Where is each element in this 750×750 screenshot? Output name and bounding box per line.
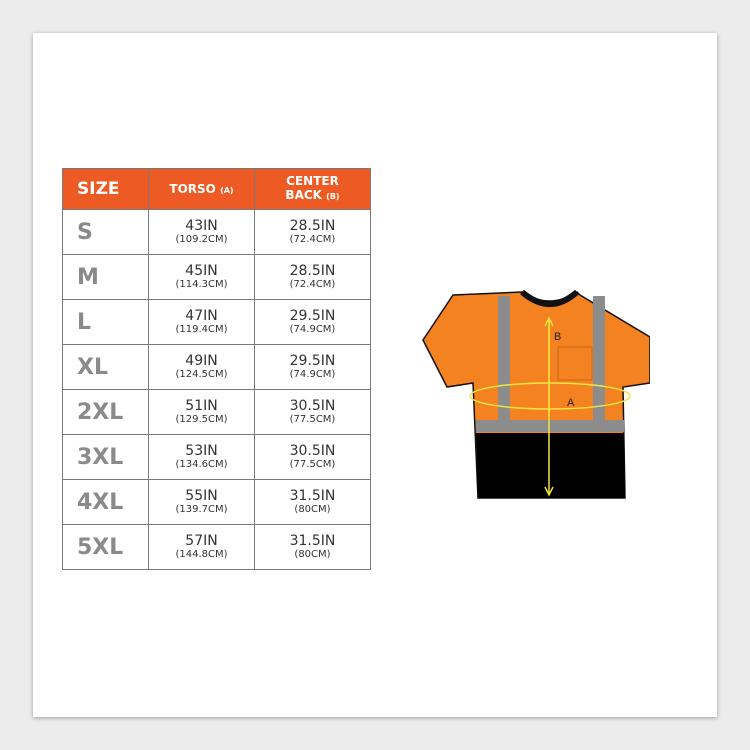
table-row: 5XL 57IN (144.8CM) 31.5IN (80CM) <box>62 524 371 570</box>
center-back-cell: 28.5IN (72.4CM) <box>254 209 371 255</box>
torso-in: 45IN <box>185 262 218 279</box>
torso-cm: (134.6CM) <box>175 458 228 470</box>
torso-cm: (144.8CM) <box>175 548 228 560</box>
table-row: S 43IN (109.2CM) 28.5IN (72.4CM) <box>62 209 371 255</box>
torso-cell: 55IN (139.7CM) <box>148 479 255 525</box>
torso-cell: 57IN (144.8CM) <box>148 524 255 570</box>
reflective-stripe-left <box>498 296 510 422</box>
back-in: 31.5IN <box>289 487 336 504</box>
torso-cell: 45IN (114.3CM) <box>148 254 255 300</box>
torso-cm: (109.2CM) <box>175 233 228 245</box>
back-cm: (72.4CM) <box>289 278 336 290</box>
torso-cm: (119.4CM) <box>175 323 228 335</box>
back-in: 30.5IN <box>289 442 336 459</box>
header-torso-label: TORSO <box>169 182 216 196</box>
torso-cell: 49IN (124.5CM) <box>148 344 255 390</box>
header-center-back-line1: CENTER <box>286 174 339 188</box>
collar <box>520 289 579 307</box>
table-row: L 47IN (119.4CM) 29.5IN (74.9CM) <box>62 299 371 345</box>
back-cm: (80CM) <box>294 503 331 515</box>
shirt-black-bottom <box>476 433 625 498</box>
label-a: A <box>567 397 575 409</box>
size-chart-table: SIZE TORSO (A) CENTER BACK (B) S 43IN (109… <box>62 168 371 570</box>
torso-cm: (114.3CM) <box>175 278 228 290</box>
size-cell: 3XL <box>62 434 149 480</box>
pocket <box>557 346 593 381</box>
torso-cm: (124.5CM) <box>175 368 228 380</box>
size-cell: 4XL <box>62 479 149 525</box>
size-cell: XL <box>62 344 149 390</box>
table-row: 2XL 51IN (129.5CM) 30.5IN (77.5CM) <box>62 389 371 435</box>
table-row: XL 49IN (124.5CM) 29.5IN (74.9CM) <box>62 344 371 390</box>
back-in: 31.5IN <box>289 532 336 549</box>
center-back-cell: 31.5IN (80CM) <box>254 524 371 570</box>
header-center-back: CENTER BACK (B) <box>254 168 371 210</box>
center-back-cell: 30.5IN (77.5CM) <box>254 389 371 435</box>
torso-cell: 53IN (134.6CM) <box>148 434 255 480</box>
back-in: 29.5IN <box>289 307 336 324</box>
arrow-down-icon <box>544 486 554 497</box>
back-in: 28.5IN <box>289 217 336 234</box>
back-in: 30.5IN <box>289 397 336 414</box>
torso-cm: (139.7CM) <box>175 503 228 515</box>
torso-cm: (129.5CM) <box>175 413 228 425</box>
table-row: 3XL 53IN (134.6CM) 30.5IN (77.5CM) <box>62 434 371 480</box>
back-cm: (74.9CM) <box>289 368 336 380</box>
header-center-back-line2: BACK <box>285 188 322 202</box>
torso-in: 51IN <box>185 397 218 414</box>
header-torso-sub: (A) <box>220 186 234 195</box>
torso-cell: 43IN (109.2CM) <box>148 209 255 255</box>
center-back-cell: 31.5IN (80CM) <box>254 479 371 525</box>
back-cm: (80CM) <box>294 548 331 560</box>
torso-in: 43IN <box>185 217 218 234</box>
torso-in: 57IN <box>185 532 218 549</box>
reflective-stripe-right <box>593 296 605 422</box>
shirt-diagram: B A <box>422 289 650 499</box>
size-cell: 2XL <box>62 389 149 435</box>
table-row: 4XL 55IN (139.7CM) 31.5IN (80CM) <box>62 479 371 525</box>
center-back-cell: 28.5IN (72.4CM) <box>254 254 371 300</box>
back-in: 28.5IN <box>289 262 336 279</box>
back-cm: (74.9CM) <box>289 323 336 335</box>
torso-cell: 47IN (119.4CM) <box>148 299 255 345</box>
size-cell: S <box>62 209 149 255</box>
header-center-back-sub: (B) <box>326 192 340 201</box>
header-size: SIZE <box>62 168 149 210</box>
center-back-cell: 30.5IN (77.5CM) <box>254 434 371 480</box>
size-cell: L <box>62 299 149 345</box>
torso-in: 49IN <box>185 352 218 369</box>
size-cell: M <box>62 254 149 300</box>
back-in: 29.5IN <box>289 352 336 369</box>
torso-in: 47IN <box>185 307 218 324</box>
torso-in: 53IN <box>185 442 218 459</box>
center-back-cell: 29.5IN (74.9CM) <box>254 344 371 390</box>
size-cell: 5XL <box>62 524 149 570</box>
center-back-cell: 29.5IN (74.9CM) <box>254 299 371 345</box>
arrow-up-icon <box>544 316 554 327</box>
back-cm: (72.4CM) <box>289 233 336 245</box>
table-row: M 45IN (114.3CM) 28.5IN (72.4CM) <box>62 254 371 300</box>
back-cm: (77.5CM) <box>289 458 336 470</box>
label-b: B <box>554 331 561 343</box>
torso-measure-ellipse <box>469 382 631 410</box>
reflective-band <box>476 420 624 432</box>
torso-in: 55IN <box>185 487 218 504</box>
torso-cell: 51IN (129.5CM) <box>148 389 255 435</box>
back-cm: (77.5CM) <box>289 413 336 425</box>
header-torso: TORSO (A) <box>148 168 255 210</box>
table-header-row: SIZE TORSO (A) CENTER BACK (B) <box>62 168 371 210</box>
